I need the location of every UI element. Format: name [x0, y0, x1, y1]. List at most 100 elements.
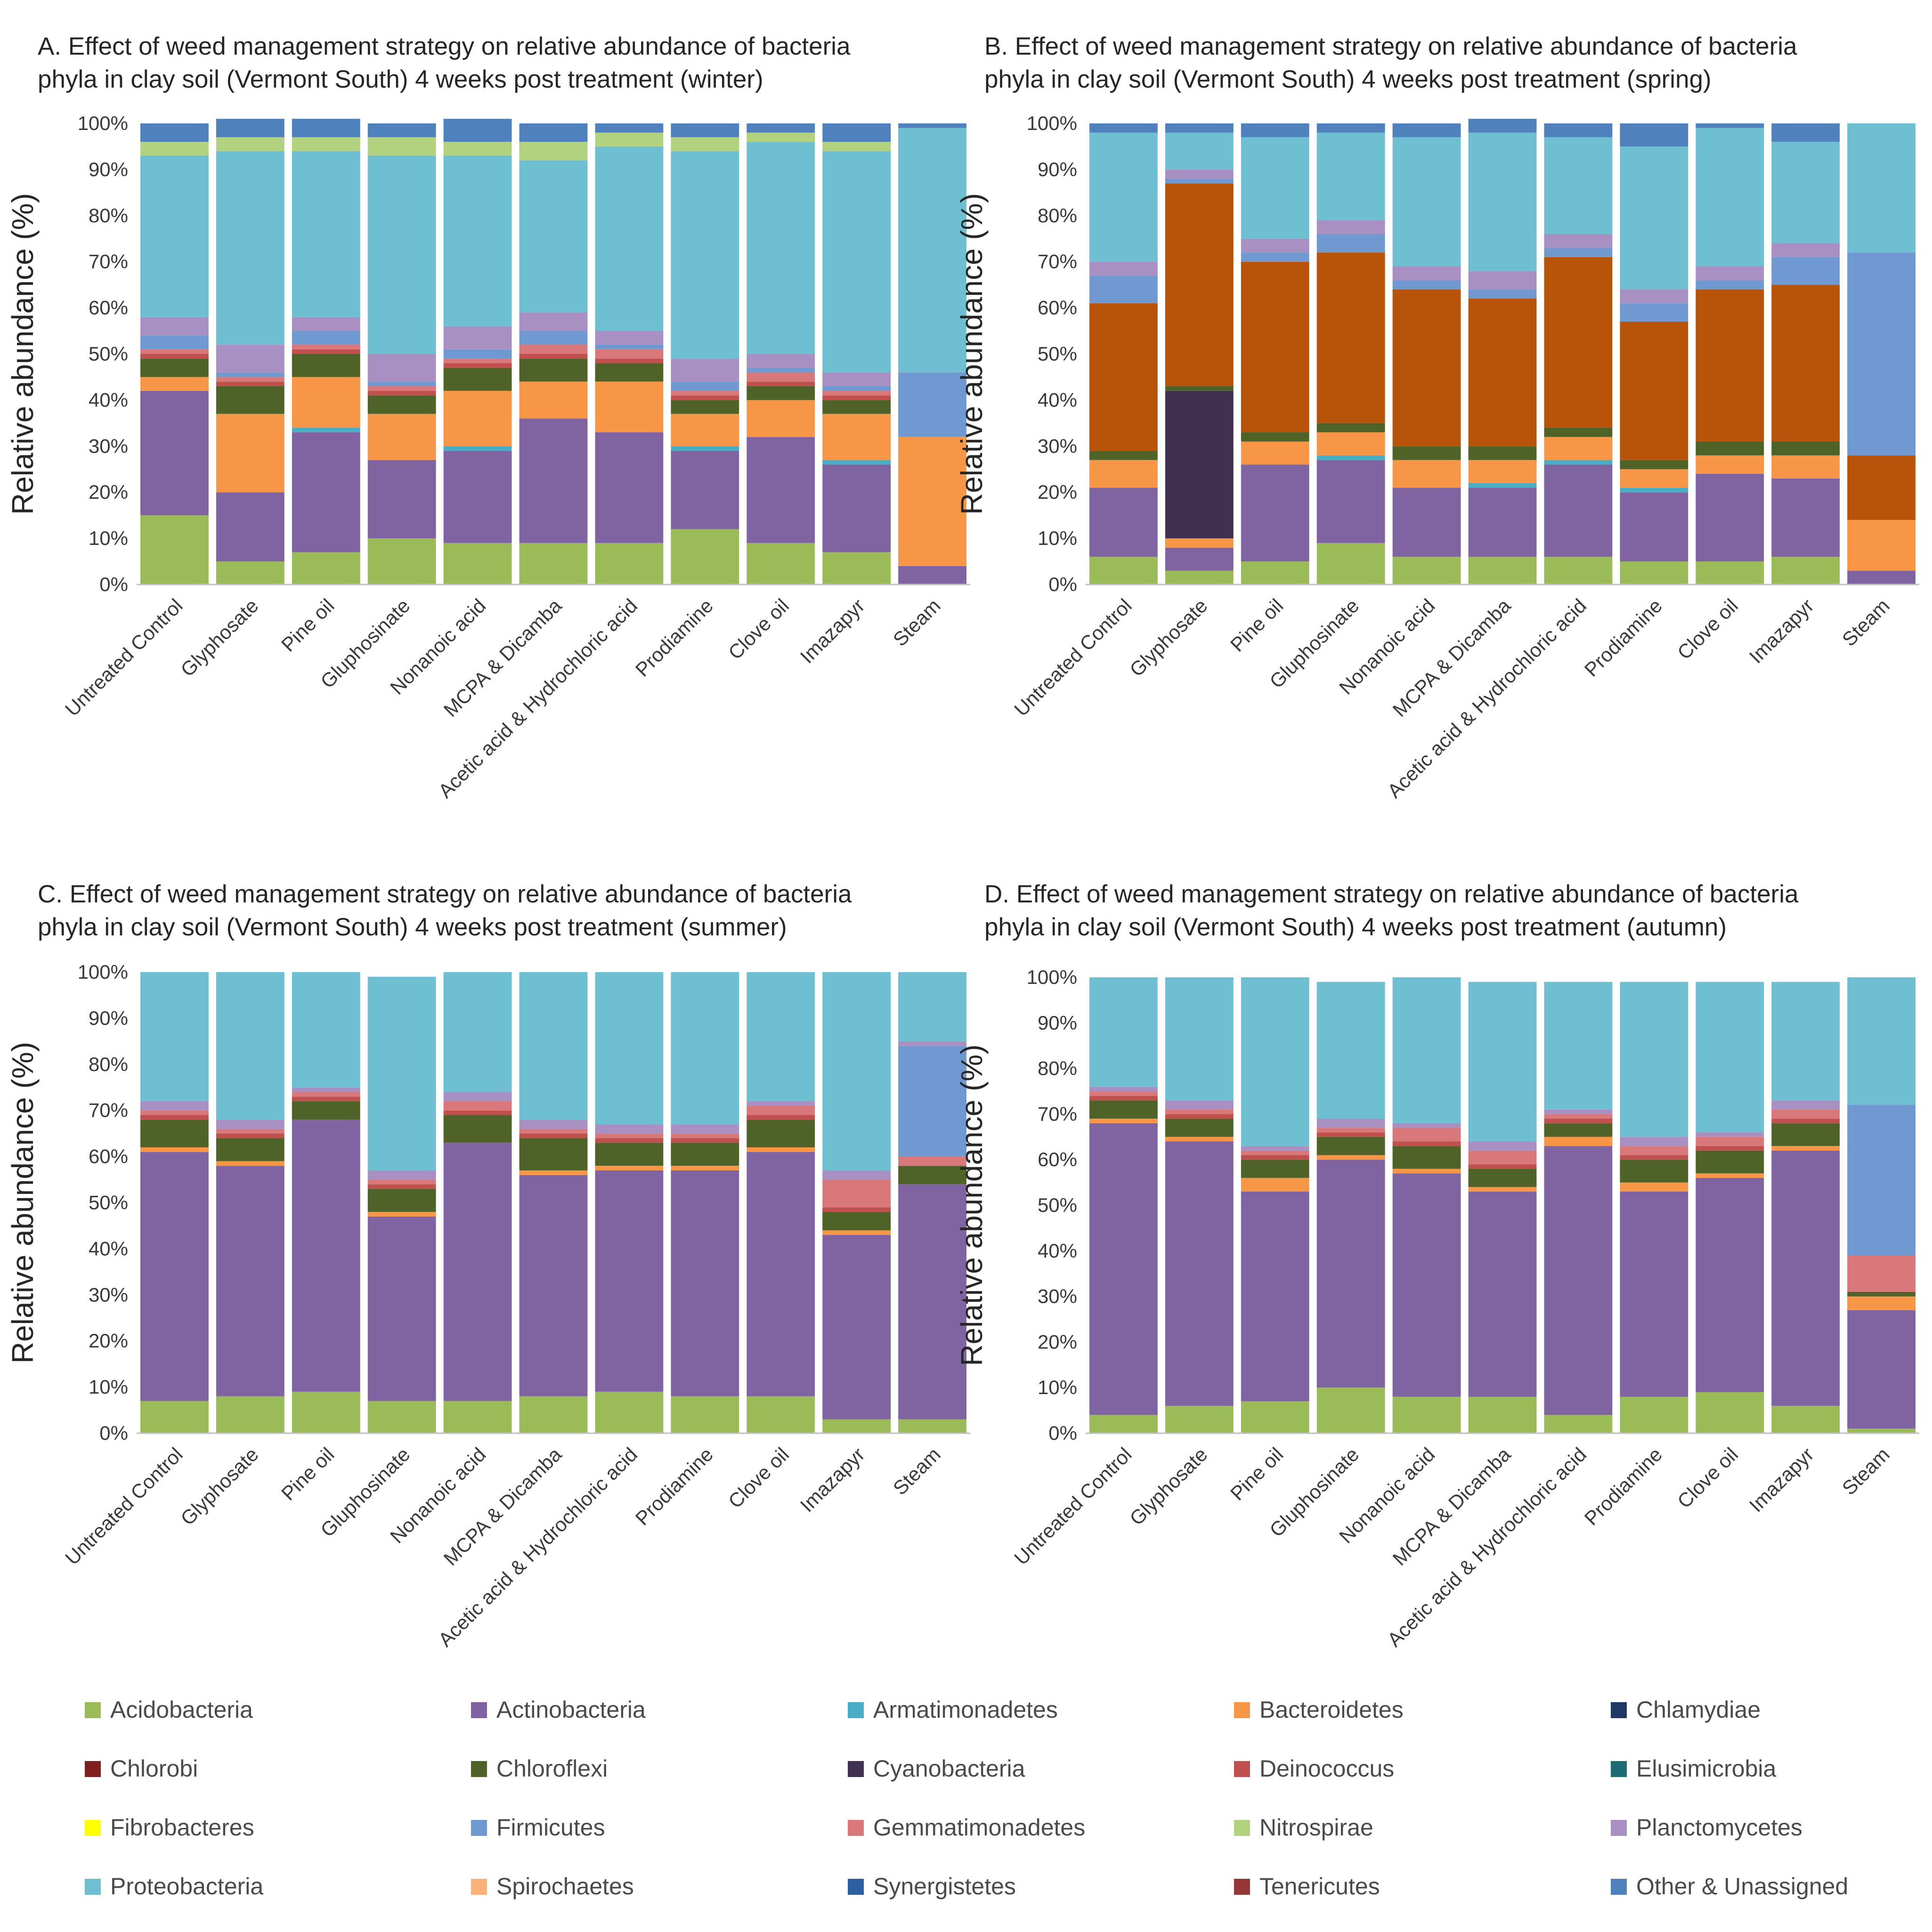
bar-segment-firmicutes — [292, 331, 360, 345]
bar-segment-bacteroidetes — [140, 1147, 209, 1152]
bar-segment-proteobacteria — [1316, 982, 1385, 1119]
bar-segment-bacteroidetes — [1165, 1136, 1234, 1142]
bar-segment-planctomycetes — [1544, 234, 1613, 248]
bar-segment-gemmatimonadetes — [1620, 1146, 1688, 1155]
bar-segment-deinococcus — [822, 1207, 891, 1212]
bar-segment-actinobacteria — [595, 1170, 664, 1392]
bar-segment-deinococcus — [671, 395, 739, 400]
legend-swatch — [85, 1761, 101, 1777]
chart-b-title-line2: phyla in clay soil (Vermont South) 4 wee… — [984, 65, 1712, 93]
bar-segment-bacteroidetes — [1771, 455, 1840, 479]
chart-b-ytick: 10% — [1038, 527, 1077, 549]
bar-segment-other-and-unassigned — [1620, 123, 1688, 146]
bar-segment-actinobacteria — [898, 566, 966, 584]
bar-segment-bacteroidetes — [1241, 441, 1309, 465]
bar-segment-chloroflexi — [292, 354, 360, 377]
bar-segment-actinobacteria — [1089, 487, 1158, 557]
legend-label: Cyanobacteria — [873, 1755, 1025, 1782]
bar-segment-firmicutes — [1316, 234, 1385, 253]
chart-c-ytick: 60% — [89, 1145, 128, 1168]
chart-b-ytick: 70% — [1038, 251, 1077, 273]
chart-a-ytick: 60% — [89, 297, 128, 319]
bar-segment-proteobacteria — [822, 151, 891, 373]
bar-segment-acidobacteria — [443, 543, 512, 584]
bar-segment-firmicutes — [898, 372, 966, 437]
legend-swatch — [1611, 1879, 1627, 1895]
bar-segment-gemmatimonadetes — [747, 1105, 815, 1115]
chart-c-ytick: 90% — [89, 1007, 128, 1029]
chart-c-ytick: 30% — [89, 1283, 128, 1306]
bar-segment-bacteroidetes — [1620, 469, 1688, 488]
bar-segment-acidobacteria — [1544, 1415, 1613, 1433]
bar-segment-chloroflexi — [822, 1212, 891, 1231]
legend-item-actinobacteria: Actinobacteria — [471, 1697, 646, 1723]
bar-segment-acidobacteria — [898, 1419, 966, 1433]
bar-segment-gemmatimonadetes — [898, 1156, 966, 1166]
bar-segment-firmicutes — [1847, 252, 1916, 455]
bar-segment-actinobacteria — [747, 1152, 815, 1396]
bar-segment-planctomycetes — [1165, 169, 1234, 179]
bar-segment-gemmatimonadetes — [747, 372, 815, 382]
bar-segment-proteobacteria — [671, 151, 739, 359]
bar-segment-acidobacteria — [216, 1396, 284, 1433]
bar-segment-chloroflexi — [747, 1120, 815, 1148]
bar-segment-gemmatimonadetes — [595, 349, 664, 359]
bar-segment-chloroflexi — [1620, 460, 1688, 470]
bar-segment-nitrospirae — [216, 137, 284, 151]
legend-item-armatimonadetes: Armatimonadetes — [848, 1697, 1058, 1723]
chart-c-ytick: 50% — [89, 1192, 128, 1214]
bar-segment-other-and-unassigned — [595, 123, 664, 133]
bar-segment-bacteroidetes — [216, 414, 284, 493]
bar-segment-planctomycetes — [519, 312, 588, 331]
bar-segment-proteobacteria — [140, 972, 209, 1102]
bar-segment-proteobacteria — [595, 146, 664, 331]
bar-segment-firmicutes — [1241, 252, 1309, 262]
chart-d-ytick: 80% — [1038, 1057, 1077, 1080]
legend-swatch — [848, 1702, 864, 1718]
legend-swatch — [1234, 1820, 1250, 1836]
bar-segment-planctomycetes — [1089, 1087, 1158, 1091]
bar-segment-bacteroidetes — [1316, 1155, 1385, 1160]
bar-segment-acidobacteria — [1089, 557, 1158, 584]
bar-segment-chloroflexi — [822, 400, 891, 414]
bar-segment-spring-brown — [1392, 289, 1461, 446]
bar-segment-nitrospirae — [367, 137, 436, 156]
bar-segment-deinococcus — [1696, 1146, 1764, 1151]
bar-segment-armatimonadetes — [1544, 460, 1613, 465]
bar-segment-acidobacteria — [1696, 561, 1764, 584]
bar-segment-proteobacteria — [1696, 128, 1764, 267]
bar-segment-acidobacteria — [1316, 1388, 1385, 1433]
bar-segment-nitrospirae — [595, 132, 664, 146]
legend-label: Synergistetes — [873, 1873, 1016, 1900]
bar-segment-proteobacteria — [443, 972, 512, 1092]
bar-segment-deinococcus — [216, 1133, 284, 1138]
bar-segment-firmicutes — [822, 386, 891, 391]
bar-segment-planctomycetes — [443, 326, 512, 349]
bar-segment-deinococcus — [671, 1138, 739, 1143]
bar-segment-armatimonadetes — [671, 446, 739, 451]
legend-label: Tenericutes — [1259, 1873, 1380, 1900]
bar-segment-acidobacteria — [1620, 1396, 1688, 1433]
bar-segment-bacteroidetes — [1620, 1182, 1688, 1192]
bar-segment-chloroflexi — [140, 1120, 209, 1148]
bar-segment-nitrospirae — [822, 142, 891, 151]
chart-b-ytick: 0% — [1048, 573, 1077, 595]
legend-label: Proteobacteria — [110, 1873, 263, 1900]
bar-segment-firmicutes — [140, 335, 209, 349]
bar-segment-gemmatimonadetes — [216, 1128, 284, 1134]
bar-segment-proteobacteria — [1316, 132, 1385, 220]
bar-segment-actinobacteria — [1241, 1191, 1309, 1402]
bar-segment-chloroflexi — [898, 1166, 966, 1185]
legend-swatch — [1611, 1761, 1627, 1777]
legend-label: Armatimonadetes — [873, 1697, 1058, 1723]
bar-segment-spring-brown — [1241, 261, 1309, 432]
bar-segment-actinobacteria — [292, 432, 360, 552]
bar-segment-armatimonadetes — [443, 446, 512, 451]
bar-segment-acidobacteria — [747, 1396, 815, 1433]
bar-segment-gemmatimonadetes — [519, 344, 588, 354]
bar-segment-actinobacteria — [595, 432, 664, 543]
bar-segment-acidobacteria — [1771, 1405, 1840, 1433]
legend-item-chlorobi: Chlorobi — [85, 1755, 198, 1782]
bar-segment-proteobacteria — [1089, 977, 1158, 1087]
bar-segment-gemmatimonadetes — [140, 349, 209, 354]
